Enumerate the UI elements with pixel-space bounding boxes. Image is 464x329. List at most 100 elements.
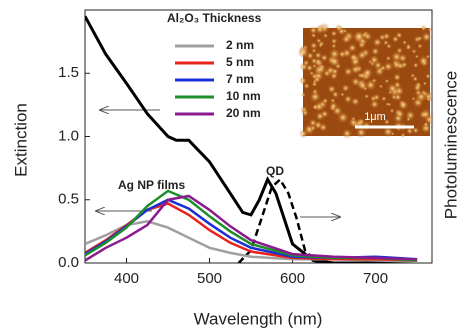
legend-label: 2 nm: [226, 38, 254, 52]
grain: [426, 54, 430, 58]
grain: [344, 67, 353, 76]
grain: [393, 73, 401, 81]
legend-label: 10 nm: [226, 89, 261, 103]
grain: [323, 33, 328, 38]
annotation: Ag NP films: [118, 178, 185, 192]
y-axis-title: Extinction: [11, 103, 30, 177]
grain: [421, 32, 432, 43]
grain: [357, 50, 367, 60]
grain: [398, 100, 409, 111]
grain: [405, 44, 412, 51]
grain: [299, 129, 308, 138]
grain: [428, 27, 432, 31]
grain: [423, 122, 429, 128]
grain: [381, 96, 387, 102]
grain: [362, 33, 367, 38]
grain: [371, 47, 380, 56]
grain: [413, 62, 419, 68]
grain: [373, 37, 383, 47]
grain: [331, 43, 336, 48]
grain: [398, 53, 407, 62]
grain: [331, 30, 338, 37]
grain: [358, 81, 367, 90]
grain: [386, 56, 391, 61]
grain: [309, 91, 321, 103]
grain: [415, 54, 419, 58]
grain: [388, 90, 392, 94]
grain: [313, 79, 317, 83]
grain: [420, 109, 431, 120]
grain: [329, 101, 338, 110]
grain: [364, 94, 369, 99]
grain: [405, 110, 415, 120]
legend-label: 20 nm: [226, 106, 261, 120]
x-axis-title: Wavelength (nm): [194, 309, 323, 328]
grain: [311, 33, 316, 38]
grain: [316, 38, 321, 43]
grain: [299, 77, 307, 85]
legend-title: Al₂O₃ Thickness: [167, 11, 262, 25]
grain: [396, 47, 403, 54]
grain: [420, 25, 427, 32]
grain: [341, 84, 350, 93]
grain: [385, 102, 389, 106]
grain: [340, 92, 345, 97]
grain: [383, 62, 393, 72]
grain: [370, 99, 380, 109]
grain: [369, 55, 379, 65]
grain: [417, 43, 422, 48]
grain: [315, 58, 322, 65]
grain: [379, 84, 383, 88]
grain: [373, 94, 380, 101]
grain: [395, 109, 405, 119]
grain: [423, 81, 427, 85]
chart: Wavelength (nm) Extinction Photoluminesc…: [0, 0, 464, 329]
y-tick-label: 1.5: [58, 64, 79, 81]
grain: [411, 97, 415, 101]
grain: [327, 85, 336, 94]
grain: [401, 133, 406, 138]
legend-label: 7 nm: [226, 72, 254, 86]
annotation: QD: [266, 164, 284, 178]
grain: [393, 60, 397, 64]
grain: [298, 47, 310, 59]
grain: [386, 43, 392, 49]
grain: [397, 63, 403, 69]
grain: [410, 73, 415, 78]
y-tick-label: 0.5: [58, 191, 79, 208]
y2-axis-title: Photoluminescence: [441, 71, 460, 219]
grain: [337, 112, 349, 124]
grain: [402, 40, 407, 45]
grain: [343, 29, 347, 33]
y-tick-label: 1.0: [58, 127, 79, 144]
grain: [341, 35, 350, 44]
grain: [385, 79, 390, 84]
grain: [359, 119, 364, 124]
grain: [344, 95, 353, 104]
grain: [322, 98, 328, 104]
grain: [342, 128, 353, 139]
grain: [312, 104, 318, 110]
x-tick-label: 500: [197, 270, 222, 287]
grain: [411, 49, 416, 54]
grain: [349, 53, 358, 62]
grain: [329, 56, 340, 67]
x-tick-label: 600: [280, 270, 305, 287]
grain: [315, 24, 325, 34]
grain: [390, 108, 395, 113]
grain: [315, 112, 324, 121]
grain: [396, 32, 403, 39]
grain: [391, 132, 395, 136]
x-tick-label: 700: [363, 270, 388, 287]
grain: [415, 91, 427, 103]
grain: [309, 71, 314, 76]
grain: [413, 84, 421, 92]
y-tick-label: 0.0: [58, 254, 79, 271]
grain: [425, 73, 431, 79]
scale-label: 1μm: [364, 111, 386, 123]
grain: [335, 24, 343, 32]
grain: [301, 93, 306, 98]
grain: [363, 67, 373, 77]
legend-label: 5 nm: [226, 55, 254, 69]
x-tick-label: 400: [114, 270, 139, 287]
